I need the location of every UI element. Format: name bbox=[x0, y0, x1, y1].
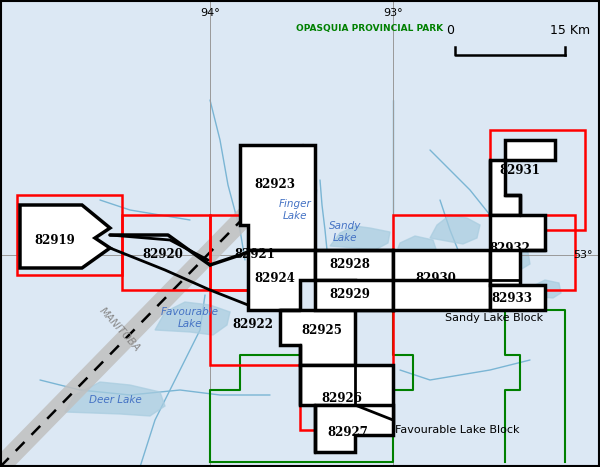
Text: 82930: 82930 bbox=[416, 271, 457, 284]
Polygon shape bbox=[490, 215, 545, 285]
Text: Deer Lake: Deer Lake bbox=[89, 395, 142, 405]
Text: 82926: 82926 bbox=[322, 391, 362, 404]
Polygon shape bbox=[65, 382, 165, 416]
Text: 82929: 82929 bbox=[329, 289, 370, 302]
Text: 82928: 82928 bbox=[329, 259, 370, 271]
Bar bbox=[300, 270, 393, 365]
Text: Finger
Lake: Finger Lake bbox=[278, 199, 311, 221]
Bar bbox=[17, 195, 122, 275]
Text: 82925: 82925 bbox=[302, 324, 343, 337]
Text: 82920: 82920 bbox=[143, 248, 184, 262]
Text: 82923: 82923 bbox=[254, 178, 296, 191]
Text: 82927: 82927 bbox=[328, 425, 368, 439]
Polygon shape bbox=[490, 140, 555, 215]
Polygon shape bbox=[280, 310, 355, 365]
Polygon shape bbox=[330, 226, 390, 250]
Text: 82933: 82933 bbox=[491, 291, 533, 304]
Bar bbox=[122, 215, 210, 290]
Bar bbox=[300, 365, 393, 430]
Text: Sandy
Lake: Sandy Lake bbox=[329, 221, 361, 243]
Text: 53°: 53° bbox=[574, 250, 593, 260]
Bar bbox=[393, 215, 490, 290]
Polygon shape bbox=[155, 302, 230, 335]
Text: 82921: 82921 bbox=[235, 248, 275, 262]
Polygon shape bbox=[270, 180, 317, 210]
Text: 82919: 82919 bbox=[35, 234, 76, 247]
Text: 82932: 82932 bbox=[490, 241, 530, 255]
Polygon shape bbox=[315, 250, 393, 310]
Text: Favourable
Lake: Favourable Lake bbox=[161, 307, 219, 329]
Text: 82931: 82931 bbox=[500, 163, 541, 177]
Polygon shape bbox=[490, 285, 545, 310]
Bar bbox=[490, 130, 585, 230]
Bar bbox=[490, 215, 575, 290]
Polygon shape bbox=[315, 280, 393, 310]
Polygon shape bbox=[393, 250, 490, 310]
Text: OPASQUIA PROVINCIAL PARK: OPASQUIA PROVINCIAL PARK bbox=[296, 23, 443, 33]
Text: 82924: 82924 bbox=[254, 271, 295, 284]
Polygon shape bbox=[20, 205, 110, 268]
Polygon shape bbox=[300, 365, 393, 430]
Text: MANITOBA: MANITOBA bbox=[98, 306, 142, 354]
Polygon shape bbox=[248, 250, 315, 310]
Text: 82922: 82922 bbox=[233, 318, 274, 332]
Polygon shape bbox=[240, 145, 315, 250]
Polygon shape bbox=[315, 405, 393, 452]
Text: Sandy Lake Block: Sandy Lake Block bbox=[445, 313, 543, 323]
Text: Favourable Lake Block: Favourable Lake Block bbox=[395, 425, 520, 435]
Bar bbox=[210, 215, 300, 290]
Text: 94°: 94° bbox=[200, 8, 220, 18]
Polygon shape bbox=[395, 236, 437, 258]
Text: 15 Km: 15 Km bbox=[550, 24, 590, 37]
Polygon shape bbox=[488, 248, 530, 270]
Polygon shape bbox=[430, 215, 480, 244]
Text: 93°: 93° bbox=[383, 8, 403, 18]
Text: 0: 0 bbox=[446, 24, 454, 37]
Polygon shape bbox=[527, 280, 561, 298]
Bar bbox=[210, 290, 300, 365]
